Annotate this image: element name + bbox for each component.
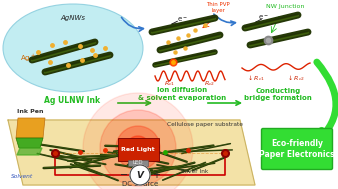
Text: Ag ULNW Ink: Ag ULNW Ink bbox=[44, 96, 100, 105]
FancyBboxPatch shape bbox=[262, 129, 333, 170]
Text: $R_{c2}$: $R_{c2}$ bbox=[204, 79, 216, 88]
Text: Solvent: Solvent bbox=[11, 174, 33, 179]
Polygon shape bbox=[16, 138, 43, 148]
Polygon shape bbox=[16, 118, 45, 138]
Text: DC Source: DC Source bbox=[122, 181, 158, 187]
Text: Ink Pen: Ink Pen bbox=[17, 109, 43, 114]
Text: NW Junction: NW Junction bbox=[266, 4, 304, 9]
Text: Ag$^+$: Ag$^+$ bbox=[20, 52, 36, 64]
Circle shape bbox=[126, 136, 150, 160]
Text: $R_{c1}$: $R_{c1}$ bbox=[165, 79, 175, 88]
Text: Cellulose paper substrate: Cellulose paper substrate bbox=[167, 122, 243, 127]
Text: LED: LED bbox=[133, 160, 143, 166]
Circle shape bbox=[130, 165, 150, 185]
Text: Red Light: Red Light bbox=[121, 146, 155, 152]
Text: −: − bbox=[120, 170, 128, 180]
Text: $\downarrow$$R_{c1}$: $\downarrow$$R_{c1}$ bbox=[246, 73, 264, 83]
Text: AgNWs: AgNWs bbox=[61, 15, 86, 21]
Text: Silver Ink: Silver Ink bbox=[182, 169, 209, 174]
FancyBboxPatch shape bbox=[118, 138, 159, 160]
Circle shape bbox=[100, 110, 176, 186]
Text: Conducting
bridge formation: Conducting bridge formation bbox=[244, 88, 312, 101]
Text: +: + bbox=[152, 170, 160, 180]
Polygon shape bbox=[17, 148, 42, 155]
Text: $\downarrow$$R_{c2}$: $\downarrow$$R_{c2}$ bbox=[286, 73, 305, 83]
Text: V: V bbox=[137, 170, 144, 180]
Text: e$^-$: e$^-$ bbox=[258, 13, 268, 22]
Circle shape bbox=[116, 126, 160, 170]
FancyBboxPatch shape bbox=[128, 160, 148, 166]
Circle shape bbox=[83, 93, 193, 189]
Text: Ion diffusion
& solvent evaporation: Ion diffusion & solvent evaporation bbox=[138, 88, 226, 101]
Ellipse shape bbox=[3, 4, 143, 92]
Text: Eco-friendly
Paper Electronics: Eco-friendly Paper Electronics bbox=[259, 139, 335, 159]
Text: e$^-$: e$^-$ bbox=[176, 15, 188, 24]
Polygon shape bbox=[8, 120, 255, 185]
Text: Thin PVP
layer: Thin PVP layer bbox=[206, 2, 230, 13]
